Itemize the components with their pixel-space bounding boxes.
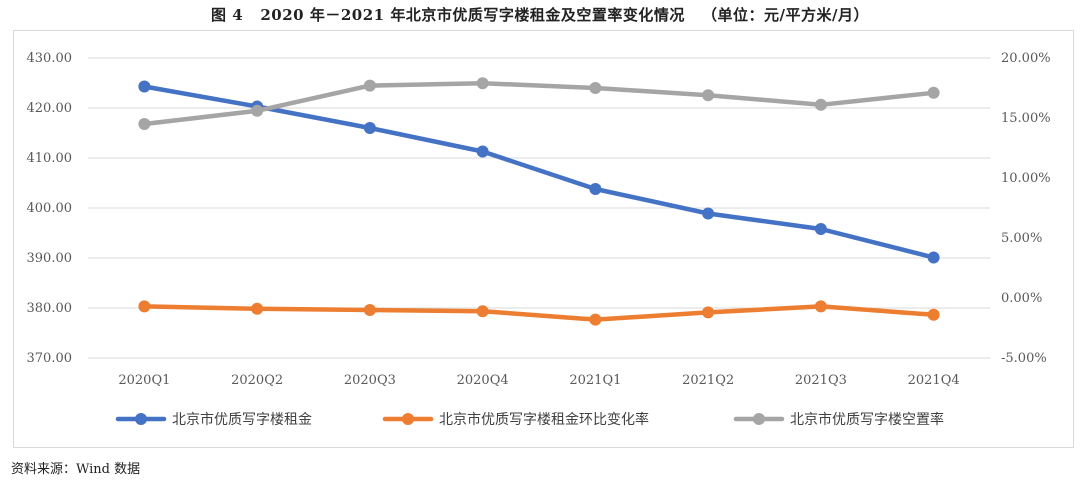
left-axis-ticks: 370.00 380.00 390.00 400.00 410.00 420.00 430.… xyxy=(27,51,73,366)
data-point xyxy=(138,118,151,130)
data-point xyxy=(363,122,376,134)
data-point xyxy=(814,300,827,313)
legend-label: 北京市优质写字楼租金 xyxy=(172,411,312,428)
right-tick-label: 5.00% xyxy=(1001,231,1042,246)
data-point xyxy=(251,302,264,315)
data-point xyxy=(476,305,489,318)
data-point xyxy=(589,82,602,94)
series-0 xyxy=(138,80,940,264)
data-point xyxy=(138,300,151,313)
series-group xyxy=(138,77,940,326)
left-tick-label: 380.00 xyxy=(27,301,73,316)
data-point xyxy=(814,98,827,111)
legend-item-1: 北京市优质写字楼租金环比变化率 xyxy=(382,411,649,428)
right-tick-label: 0.00% xyxy=(1001,291,1042,306)
x-tick-label: 2021Q3 xyxy=(795,373,847,388)
right-axis-ticks: -5.00% 0.00% 5.00% 10.00% 15.00% 20.00% xyxy=(1001,51,1051,366)
left-tick-label: 410.00 xyxy=(27,151,73,166)
data-point xyxy=(476,145,489,158)
legend-marker xyxy=(402,413,414,425)
left-tick-label: 370.00 xyxy=(27,351,73,366)
left-tick-label: 430.00 xyxy=(27,51,73,66)
data-point xyxy=(138,80,151,93)
series-2 xyxy=(138,77,940,130)
right-tick-label: -5.00% xyxy=(1001,351,1047,366)
legend-label: 北京市优质写字楼租金环比变化率 xyxy=(439,411,649,428)
legend-label: 北京市优质写字楼空置率 xyxy=(790,411,944,428)
data-point xyxy=(702,306,715,319)
legend-item-0: 北京市优质写字楼租金 xyxy=(115,411,312,428)
series-line xyxy=(142,304,936,322)
x-axis-ticks: 2020Q1 2020Q2 2020Q3 2020Q4 2021Q1 2021Q2 2021… xyxy=(118,373,959,388)
right-tick-label: 10.00% xyxy=(1001,171,1051,186)
x-tick-label: 2020Q2 xyxy=(231,373,283,388)
data-point xyxy=(251,104,264,117)
data-point xyxy=(363,79,376,92)
data-point xyxy=(589,183,602,195)
series-1 xyxy=(138,300,940,326)
data-point xyxy=(927,251,940,264)
data-point xyxy=(927,86,940,99)
x-tick-label: 2020Q4 xyxy=(457,373,509,388)
series-line xyxy=(142,80,936,127)
left-tick-label: 400.00 xyxy=(27,201,73,216)
series-line xyxy=(142,84,936,260)
source-note: 资料来源：Wind 数据 xyxy=(11,462,141,477)
data-point xyxy=(702,207,715,220)
legend: 北京市优质写字楼租金 北京市优质写字楼租金环比变化率 北京市优质写字楼空置率 xyxy=(115,411,944,428)
data-point xyxy=(476,77,489,90)
x-tick-label: 2021Q1 xyxy=(569,373,621,388)
x-tick-label: 2020Q3 xyxy=(344,373,396,388)
right-tick-label: 20.00% xyxy=(1001,51,1051,66)
left-tick-label: 420.00 xyxy=(27,101,73,116)
chart-frame xyxy=(13,30,1074,448)
data-point xyxy=(363,304,376,316)
legend-marker xyxy=(753,413,765,425)
figure-title: 图 4 2020 年－2021 年北京市优质写字楼租金及空置率变化情况 （单位：… xyxy=(211,6,869,24)
data-point xyxy=(589,313,602,326)
legend-marker xyxy=(135,413,147,425)
right-tick-label: 15.00% xyxy=(1001,111,1051,126)
x-tick-label: 2021Q2 xyxy=(682,373,734,388)
data-point xyxy=(702,89,715,102)
data-point xyxy=(814,223,827,235)
legend-item-2: 北京市优质写字楼空置率 xyxy=(733,411,944,428)
x-tick-label: 2021Q4 xyxy=(908,373,960,388)
x-tick-label: 2020Q1 xyxy=(118,373,170,388)
left-tick-label: 390.00 xyxy=(27,251,73,266)
data-point xyxy=(927,308,940,321)
